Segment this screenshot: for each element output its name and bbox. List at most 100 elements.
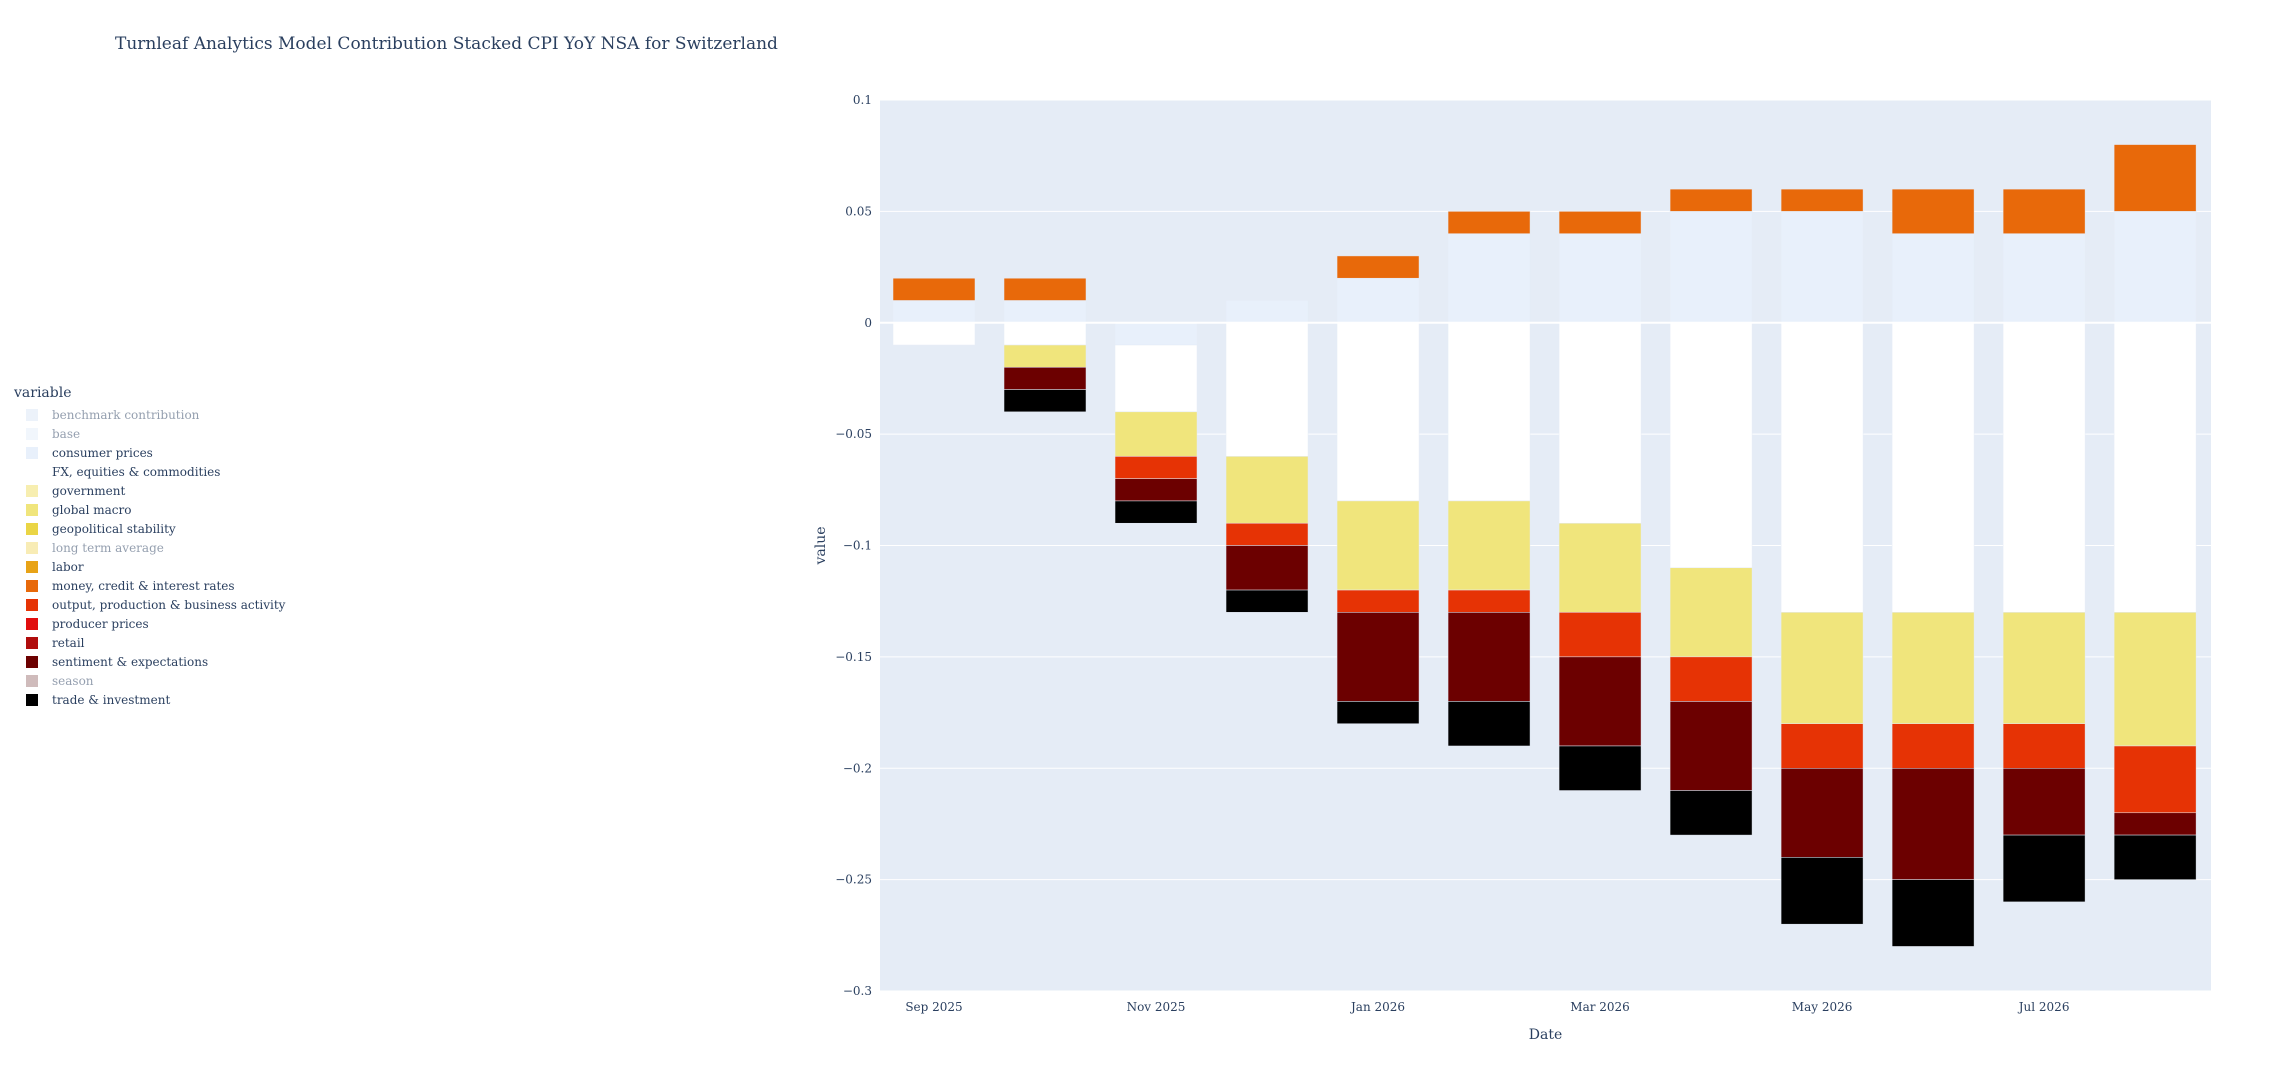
bar-segment-money-credit-interest-rates[interactable]: [1336, 255, 1420, 279]
bar-segment-trade-investment[interactable]: [1669, 790, 1753, 836]
bar-segment-consumer-prices[interactable]: [1447, 233, 1531, 323]
bar-segment-global-macro[interactable]: [1558, 522, 1642, 613]
bar-segment-sentiment-expectations[interactable]: [1669, 701, 1753, 791]
bar-segment-sentiment-expectations[interactable]: [1114, 478, 1198, 502]
legend-item[interactable]: labor: [14, 557, 285, 576]
legend-item[interactable]: sentiment & expectations: [14, 652, 285, 671]
bar-segment-output-production-business-activity[interactable]: [1558, 612, 1642, 658]
bar-segment-sentiment-expectations[interactable]: [2002, 768, 2086, 836]
bar-segment-fx-equities-commodities[interactable]: [1114, 344, 1198, 413]
bar-segment-consumer-prices[interactable]: [1225, 300, 1309, 324]
bar-segment-global-macro[interactable]: [1336, 500, 1420, 591]
chart-title: Turnleaf Analytics Model Contribution St…: [115, 34, 778, 54]
bar-segment-trade-investment[interactable]: [1336, 701, 1420, 724]
bar-segment-consumer-prices[interactable]: [1114, 322, 1198, 346]
legend-item[interactable]: geopolitical stability: [14, 519, 285, 538]
bar-segment-consumer-prices[interactable]: [1780, 211, 1864, 323]
bar-segment-global-macro[interactable]: [1669, 567, 1753, 658]
bar-segment-output-production-business-activity[interactable]: [1669, 656, 1753, 702]
legend-item[interactable]: government: [14, 481, 285, 500]
bar-segment-sentiment-expectations[interactable]: [1780, 768, 1864, 858]
legend-item[interactable]: output, production & business activity: [14, 595, 285, 614]
legend-item[interactable]: producer prices: [14, 614, 285, 633]
bar-segment-global-macro[interactable]: [2002, 612, 2086, 724]
bar-segment-output-production-business-activity[interactable]: [1780, 723, 1864, 769]
legend-label: sentiment & expectations: [52, 654, 209, 669]
bar-segment-global-macro[interactable]: [2113, 612, 2197, 747]
bar-segment-money-credit-interest-rates[interactable]: [1558, 211, 1642, 234]
legend-item[interactable]: global macro: [14, 500, 285, 519]
bar-segment-sentiment-expectations[interactable]: [1891, 768, 1975, 880]
bar-segment-sentiment-expectations[interactable]: [1225, 545, 1309, 591]
bar-segment-fx-equities-commodities[interactable]: [1003, 322, 1087, 346]
legend-item[interactable]: season: [14, 671, 285, 690]
bar-segment-output-production-business-activity[interactable]: [2002, 723, 2086, 769]
legend-item[interactable]: retail: [14, 633, 285, 652]
bar-segment-sentiment-expectations[interactable]: [1558, 656, 1642, 747]
bar-segment-fx-equities-commodities[interactable]: [2113, 322, 2197, 613]
bar-segment-consumer-prices[interactable]: [1003, 300, 1087, 324]
bar-segment-fx-equities-commodities[interactable]: [892, 322, 976, 346]
bar-segment-trade-investment[interactable]: [1225, 589, 1309, 613]
bar-segment-fx-equities-commodities[interactable]: [2002, 322, 2086, 613]
bar-segment-money-credit-interest-rates[interactable]: [1669, 188, 1753, 212]
bar-segment-global-macro[interactable]: [1780, 612, 1864, 724]
bar-segment-trade-investment[interactable]: [1447, 701, 1531, 747]
legend-item[interactable]: long term average: [14, 538, 285, 557]
bar-segment-trade-investment[interactable]: [1780, 857, 1864, 925]
bar-segment-consumer-prices[interactable]: [1669, 211, 1753, 323]
bar-segment-money-credit-interest-rates[interactable]: [1891, 188, 1975, 234]
bar-segment-money-credit-interest-rates[interactable]: [1447, 211, 1531, 234]
bar-segment-consumer-prices[interactable]: [1558, 233, 1642, 323]
bar-segment-trade-investment[interactable]: [1558, 745, 1642, 791]
bar-segment-sentiment-expectations[interactable]: [1336, 612, 1420, 702]
bar-segment-trade-investment[interactable]: [2002, 834, 2086, 903]
bar-segment-consumer-prices[interactable]: [892, 300, 976, 324]
bar-segment-output-production-business-activity[interactable]: [1225, 522, 1309, 546]
bar-segment-trade-investment[interactable]: [2113, 834, 2197, 880]
legend-label: money, credit & interest rates: [52, 578, 235, 593]
bar-segment-fx-equities-commodities[interactable]: [1336, 322, 1420, 502]
bar-segment-fx-equities-commodities[interactable]: [1447, 322, 1531, 502]
bar-segment-output-production-business-activity[interactable]: [1114, 456, 1198, 479]
bar-segment-trade-investment[interactable]: [1003, 389, 1087, 413]
bar-segment-trade-investment[interactable]: [1891, 879, 1975, 947]
bar-segment-money-credit-interest-rates[interactable]: [1003, 277, 1087, 301]
legend-item[interactable]: benchmark contribution: [14, 405, 285, 424]
bar-segment-sentiment-expectations[interactable]: [1447, 612, 1531, 702]
bar-segment-output-production-business-activity[interactable]: [1336, 589, 1420, 613]
bar-segment-output-production-business-activity[interactable]: [1447, 589, 1531, 613]
bar-segment-global-macro[interactable]: [1225, 456, 1309, 524]
bar-segment-money-credit-interest-rates[interactable]: [2113, 144, 2197, 212]
legend-swatch: [26, 484, 38, 497]
legend-item[interactable]: money, credit & interest rates: [14, 576, 285, 595]
bar-segment-fx-equities-commodities[interactable]: [1669, 322, 1753, 569]
bar-segment-output-production-business-activity[interactable]: [2113, 745, 2197, 814]
legend-label: consumer prices: [52, 445, 153, 460]
bar-segment-trade-investment[interactable]: [1114, 500, 1198, 524]
x-tick-label: May 2026: [1792, 1000, 1853, 1014]
bar-segment-consumer-prices[interactable]: [2113, 211, 2197, 323]
bar-segment-global-macro[interactable]: [1447, 500, 1531, 591]
bar-segment-output-production-business-activity[interactable]: [1891, 723, 1975, 769]
bar-segment-money-credit-interest-rates[interactable]: [2002, 188, 2086, 234]
bar-segment-fx-equities-commodities[interactable]: [1558, 322, 1642, 524]
bar-segment-fx-equities-commodities[interactable]: [1780, 322, 1864, 613]
bar-segment-sentiment-expectations[interactable]: [2113, 812, 2197, 836]
bar-segment-consumer-prices[interactable]: [2002, 233, 2086, 323]
legend-item[interactable]: base: [14, 424, 285, 443]
bar-segment-fx-equities-commodities[interactable]: [1225, 322, 1309, 457]
bar-segment-consumer-prices[interactable]: [1891, 233, 1975, 323]
bar-segment-global-macro[interactable]: [1003, 344, 1087, 368]
legend[interactable]: variable benchmark contribution base consu…: [14, 385, 285, 709]
legend-item[interactable]: FX, equities & commodities: [14, 462, 285, 481]
bar-segment-global-macro[interactable]: [1891, 612, 1975, 724]
legend-item[interactable]: consumer prices: [14, 443, 285, 462]
bar-segment-fx-equities-commodities[interactable]: [1891, 322, 1975, 613]
bar-segment-money-credit-interest-rates[interactable]: [1780, 188, 1864, 212]
legend-item[interactable]: trade & investment: [14, 690, 285, 709]
bar-segment-consumer-prices[interactable]: [1336, 277, 1420, 324]
bar-segment-money-credit-interest-rates[interactable]: [892, 277, 976, 301]
bar-segment-sentiment-expectations[interactable]: [1003, 367, 1087, 390]
bar-segment-global-macro[interactable]: [1114, 411, 1198, 457]
